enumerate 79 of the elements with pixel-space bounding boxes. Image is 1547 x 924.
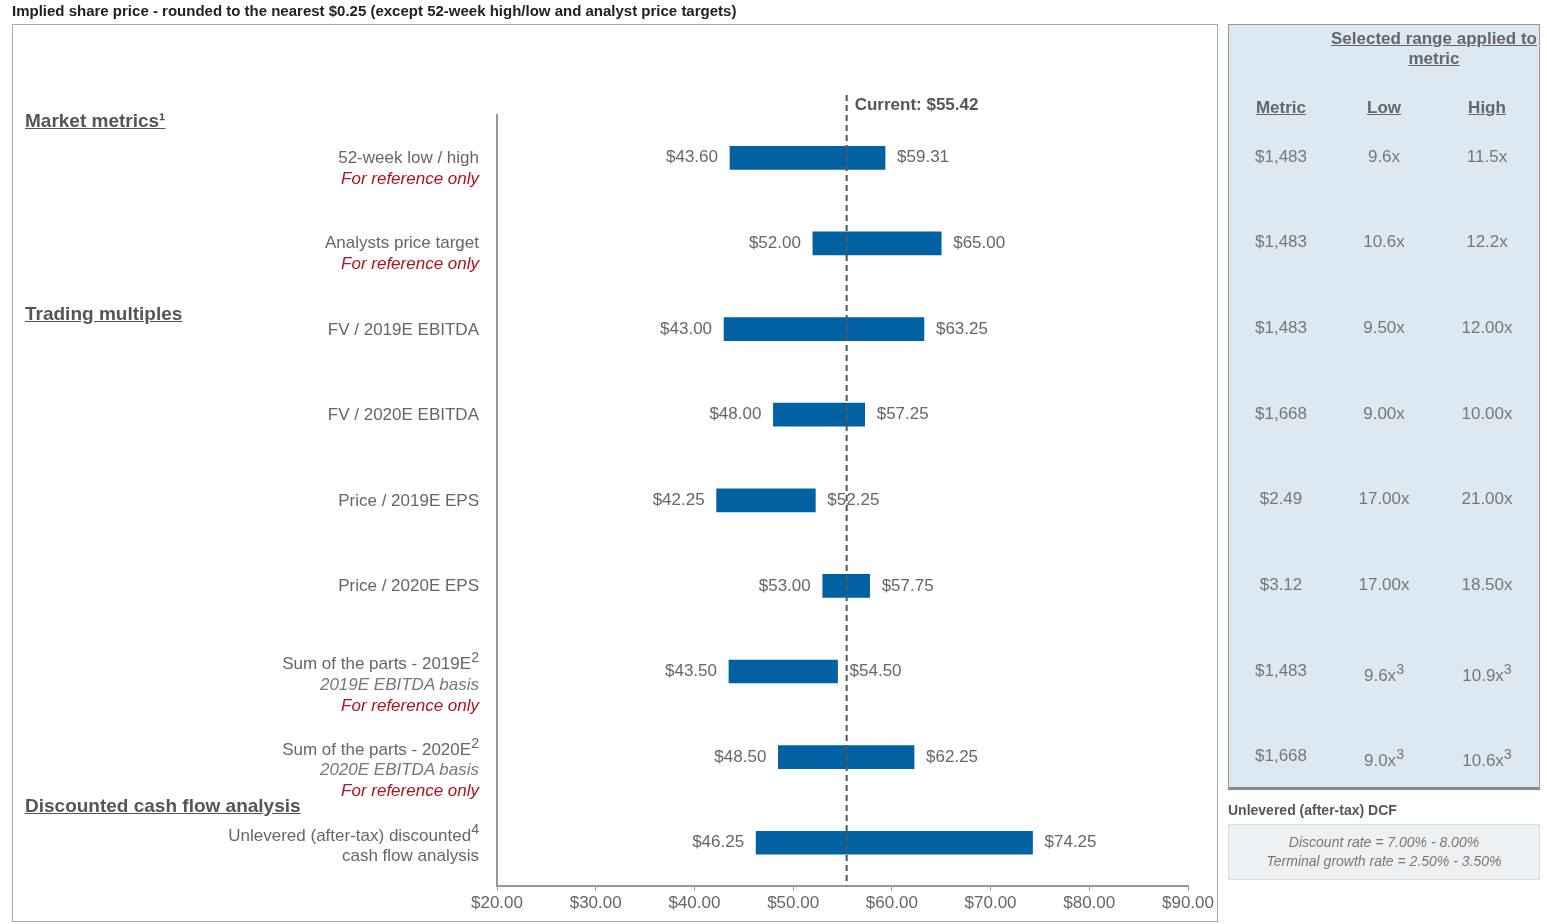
x-tick-label: $80.00 bbox=[1063, 893, 1116, 913]
annotation: $74.25 bbox=[1044, 832, 1097, 852]
text: 11.5x bbox=[1465, 146, 1509, 167]
text: 12.2x bbox=[1465, 232, 1509, 253]
x-tick-label: $20.00 bbox=[471, 893, 523, 913]
text: Trading multiples bbox=[25, 303, 183, 326]
annotation: $48.00 bbox=[709, 404, 762, 424]
annotation: $52.00 bbox=[748, 233, 801, 253]
y-tick-label: FV / 2020E EBITDA bbox=[326, 404, 479, 426]
x-tick-label: $50.00 bbox=[767, 893, 820, 913]
annotation: $43.00 bbox=[660, 318, 713, 338]
y-tick-label: Sum of the parts - 2019E$^{2}$ 2019E EBITDA basis For reference only bbox=[281, 648, 479, 716]
text: 12.00x bbox=[1460, 318, 1514, 339]
text: 17.00x bbox=[1357, 489, 1411, 510]
bar bbox=[822, 574, 870, 598]
bar bbox=[755, 830, 1033, 855]
text: Implied share price - rounded to the nearest $0.25 (except 52-week high/low and analyst price targets) bbox=[12, 2, 737, 19]
y-tick-label: Analysts price target For reference only bbox=[324, 232, 479, 275]
annotation: $59.31 bbox=[897, 147, 950, 167]
text: Terminal growth rate = 2.50% - 3.50% bbox=[1265, 852, 1503, 872]
text: 9.6x bbox=[1366, 146, 1402, 167]
x-tick-label: $70.00 bbox=[964, 893, 1017, 913]
annotation: $62.25 bbox=[926, 746, 979, 766]
bar bbox=[812, 231, 942, 256]
annotation: $48.50 bbox=[714, 746, 767, 766]
text: $1,483 bbox=[1254, 146, 1308, 167]
category-label: High bbox=[1467, 97, 1507, 118]
text: 10.6x bbox=[1362, 232, 1406, 253]
text: 9.00x bbox=[1362, 403, 1406, 424]
bar bbox=[728, 659, 838, 684]
category-label: Low bbox=[1366, 97, 1402, 118]
x-tick-label: $60.00 bbox=[865, 893, 918, 913]
y-tick-label: 52-week low / high For reference only bbox=[337, 146, 479, 189]
annotation: $57.75 bbox=[881, 575, 934, 595]
text: $1,483 bbox=[1254, 232, 1308, 253]
annotation: $54.50 bbox=[849, 661, 902, 681]
annotation: $43.50 bbox=[664, 661, 717, 681]
text: 9.50x bbox=[1362, 318, 1406, 339]
text: 17.00x bbox=[1357, 574, 1411, 595]
text: $1,483 bbox=[1254, 660, 1308, 681]
text: 21.00x bbox=[1460, 489, 1514, 510]
text: Selected range applied to metric bbox=[1330, 29, 1538, 69]
text: 9.6x$^{3}$ bbox=[1363, 660, 1405, 686]
y-tick-label: Price / 2019E EPS bbox=[337, 489, 479, 511]
text: Market metrics¹ bbox=[25, 109, 166, 132]
text: 10.9x$^{3}$ bbox=[1461, 660, 1513, 686]
annotation: $53.00 bbox=[758, 575, 811, 595]
text: 18.50x bbox=[1460, 574, 1514, 595]
annotation: $42.25 bbox=[652, 489, 705, 509]
x-tick-label: $30.00 bbox=[569, 893, 622, 913]
ref-line-label: Current: $55.42 bbox=[854, 94, 979, 114]
text: $2.49 bbox=[1258, 489, 1304, 510]
annotation: $52.25 bbox=[827, 489, 880, 509]
bar bbox=[716, 488, 816, 513]
y-tick-label: Price / 2020E EPS bbox=[337, 575, 479, 597]
text: 10.6x$^{3}$ bbox=[1461, 746, 1513, 771]
text: 9.0x$^{3}$ bbox=[1363, 746, 1405, 771]
category-label: Metric bbox=[1254, 97, 1308, 118]
text: $1,668 bbox=[1254, 746, 1308, 767]
bar bbox=[729, 145, 886, 170]
text: Unlevered (after-tax) DCF bbox=[1228, 802, 1398, 819]
text: Discount rate = 7.00% - 8.00% bbox=[1287, 833, 1481, 853]
annotation: $63.25 bbox=[935, 318, 988, 338]
y-tick-label: Unlevered (after-tax) discounted$^{4}$ cash flow analysis bbox=[227, 819, 479, 867]
y-tick-label: FV / 2019E EBITDA bbox=[326, 318, 479, 340]
annotation: $43.60 bbox=[665, 147, 718, 167]
bar bbox=[773, 402, 866, 427]
bar bbox=[723, 317, 925, 341]
text: Discounted cash flow analysis bbox=[25, 794, 301, 817]
x-tick-label: $40.00 bbox=[668, 893, 721, 913]
annotation: $57.25 bbox=[876, 404, 929, 424]
annotation: $46.25 bbox=[692, 832, 745, 852]
x-tick-label: $90.00 bbox=[1162, 893, 1214, 913]
text: $3.12 bbox=[1258, 574, 1304, 595]
text: $1,483 bbox=[1254, 318, 1308, 339]
text: $1,668 bbox=[1254, 403, 1308, 424]
text: 10.00x bbox=[1460, 403, 1514, 424]
annotation: $65.00 bbox=[953, 233, 1006, 253]
bar bbox=[778, 745, 915, 769]
